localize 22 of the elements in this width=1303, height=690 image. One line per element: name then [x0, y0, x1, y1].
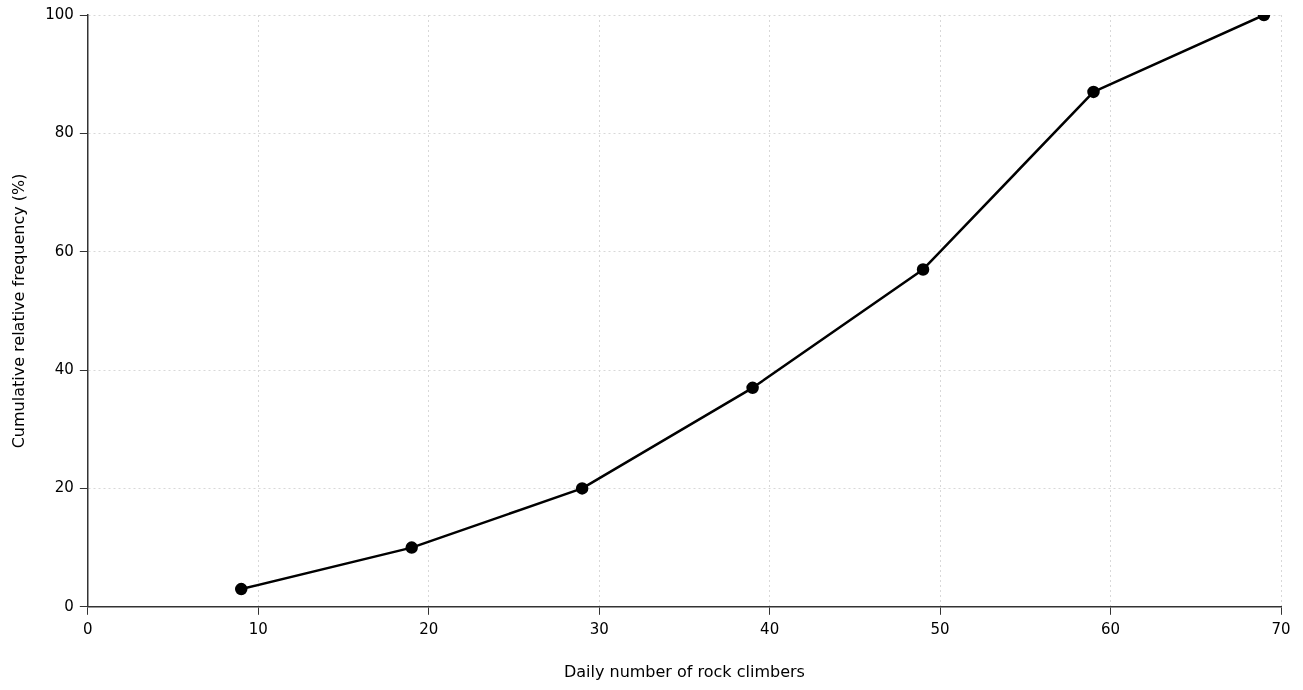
x-axis-title: Daily number of rock climbers — [563, 661, 805, 681]
point — [234, 582, 248, 596]
x-tick-label: 10 — [248, 619, 268, 638]
x-tick-label: 0 — [83, 619, 93, 638]
y-tick-label: 80 — [54, 123, 74, 142]
x-tick-label: 60 — [1101, 619, 1121, 638]
x-tick-label: 40 — [760, 619, 780, 638]
x-tick-label: 20 — [419, 619, 439, 638]
x-tick-label: 30 — [589, 619, 609, 638]
point — [916, 263, 930, 276]
point — [405, 541, 418, 554]
y-tick-label: 100 — [45, 4, 74, 23]
point — [1087, 85, 1100, 99]
y-tick-label: 40 — [54, 359, 74, 378]
point — [746, 381, 759, 395]
y-tick-label: 0 — [64, 596, 74, 615]
x-tick-label: 70 — [1271, 619, 1291, 638]
x-tick-label: 50 — [930, 619, 950, 638]
y-tick-label: 20 — [54, 478, 74, 497]
point — [575, 482, 589, 495]
y-axis-title: Cumulative relative frequency (%) — [8, 173, 28, 449]
y-tick-label: 60 — [54, 241, 74, 260]
